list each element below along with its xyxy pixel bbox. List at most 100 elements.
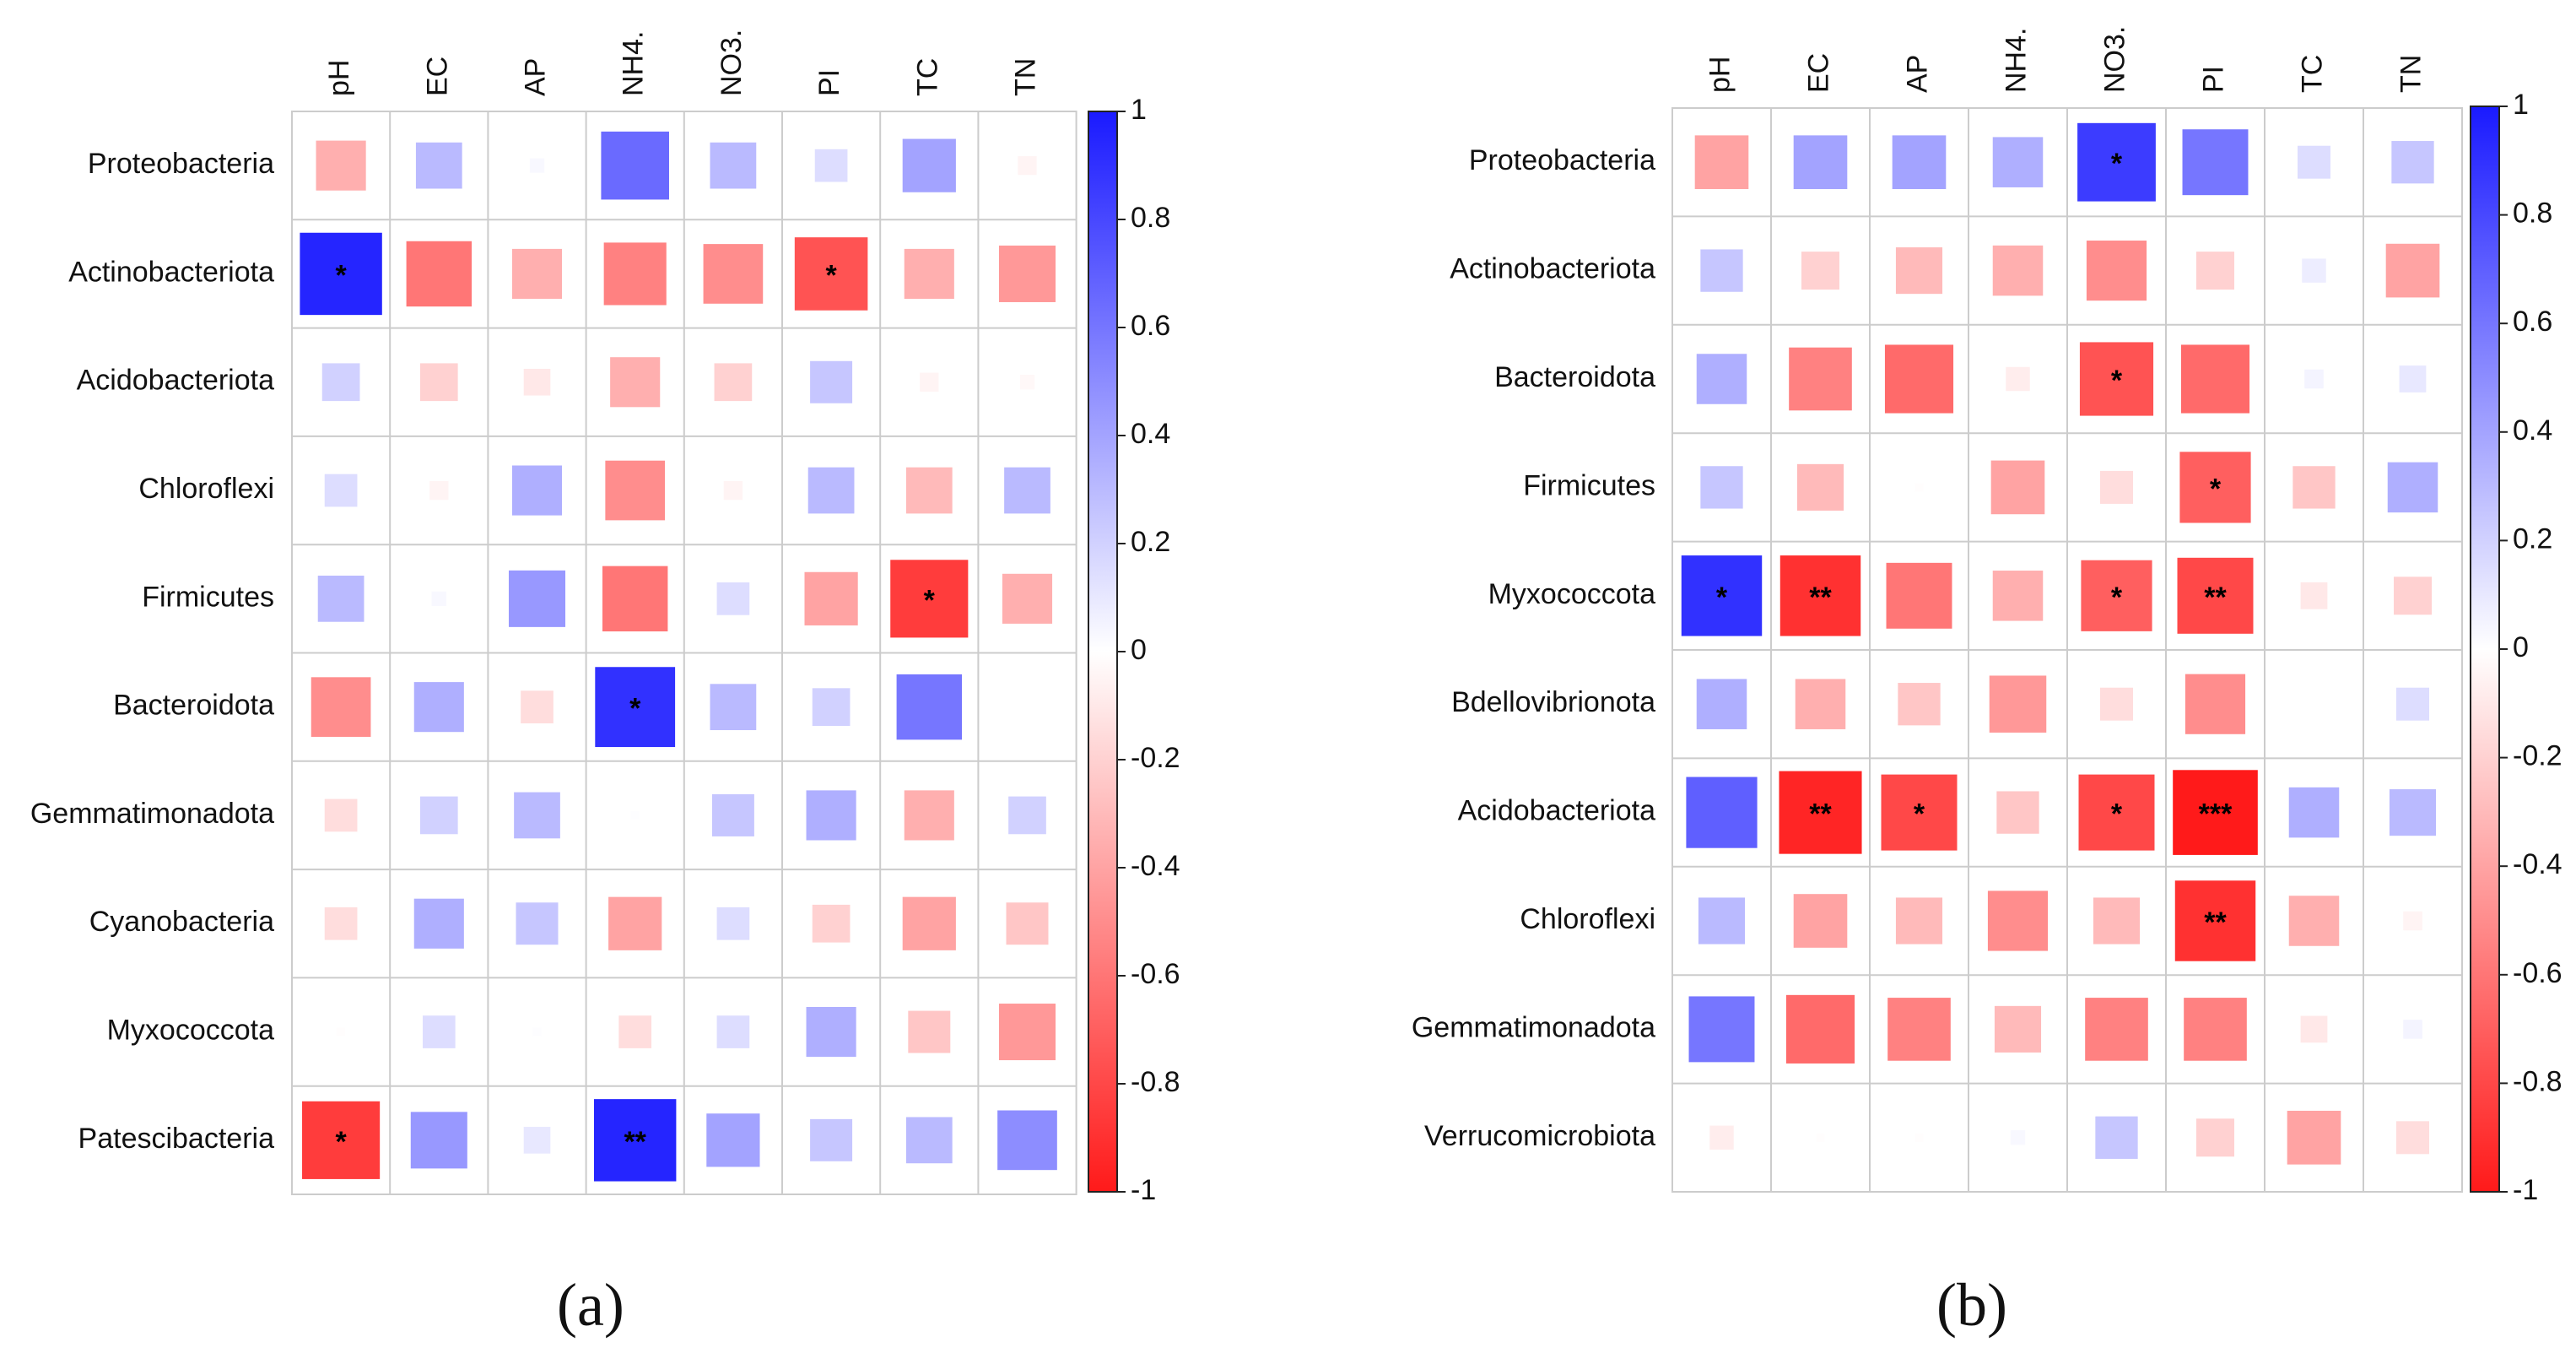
heatmap-cell (2174, 880, 2256, 961)
colorbar-tick-label: -0.2 (2513, 740, 2562, 772)
column-label: TN (1009, 58, 1041, 96)
colorbar-tick-label: -0.8 (1131, 1066, 1180, 1098)
colorbar-tick-label: -0.4 (2513, 848, 2562, 880)
heatmap-cell (794, 237, 868, 311)
row-label: Verrucomicrobiota (1424, 1120, 1655, 1152)
heatmap-cell (1696, 679, 1747, 729)
heatmap-cell (1987, 890, 2049, 951)
row-label: Actinobacteriota (68, 256, 274, 288)
column-label: TC (2296, 55, 2328, 93)
colorbar-tick-label: -0.6 (1131, 958, 1180, 990)
heatmap-cell (1914, 483, 1924, 492)
heatmap-cell (1992, 571, 2044, 621)
heatmap-cell (2403, 911, 2422, 931)
heatmap-cell (2389, 789, 2437, 836)
heatmap-cell (419, 796, 458, 835)
heatmap-cell (300, 232, 382, 316)
significance-mark: * (1716, 582, 1728, 614)
heatmap-cell (1895, 897, 1943, 945)
significance-mark: * (2111, 582, 2123, 614)
heatmap-cell (2399, 365, 2427, 392)
row-label: Myxococcota (107, 1015, 274, 1047)
heatmap-cell (716, 582, 750, 615)
significance-mark: * (2210, 473, 2222, 505)
heatmap-cell (605, 460, 666, 521)
heatmap-cell (896, 674, 963, 740)
row-label: Chloroflexi (1520, 903, 1655, 935)
heatmap-cell (1709, 1125, 1734, 1150)
heatmap-cell (2304, 369, 2324, 389)
heatmap-cell (410, 1112, 467, 1169)
heatmap-cell (2086, 241, 2147, 301)
heatmap-cell (2387, 462, 2438, 513)
heatmap-cell (1008, 796, 1046, 835)
heatmap-cell (1886, 562, 1952, 629)
heatmap-cell (2403, 1020, 2422, 1039)
heatmap-cell (908, 1010, 951, 1053)
colorbar-tick-label: 0.4 (1131, 418, 1170, 450)
heatmap-cell (603, 242, 667, 306)
heatmap-cell (810, 1118, 853, 1161)
row-label: Chloroflexi (138, 473, 274, 505)
heatmap-cell (2095, 1116, 2138, 1159)
heatmap-cell (2078, 774, 2155, 851)
row-label: Gemmatimonadota (1412, 1011, 1655, 1043)
heatmap-cell (806, 790, 856, 841)
heatmap-cell (601, 131, 669, 200)
heatmap-cell (516, 902, 559, 945)
row-label: Myxococcota (1488, 578, 1655, 610)
heatmap-cell (1992, 137, 2044, 187)
heatmap-cell (1898, 683, 1941, 726)
heatmap-cell (2302, 258, 2326, 283)
heatmap-cell (511, 248, 563, 300)
heatmap-cell (2196, 1118, 2234, 1157)
significance-mark: ** (2204, 907, 2227, 939)
colorbar-tick-label: 0.4 (2513, 414, 2552, 447)
heatmap-cell (1994, 1005, 2042, 1053)
heatmap-cell (2396, 1121, 2429, 1155)
heatmap-cell (608, 896, 662, 950)
heatmap-cell (602, 566, 668, 632)
heatmap-cell (905, 467, 953, 514)
column-label: pH (1704, 57, 1736, 93)
heatmap-cell (1779, 771, 1862, 854)
column-label: AP (519, 58, 551, 96)
row-label: Acidobacteriota (1458, 795, 1655, 827)
heatmap-cell (806, 1006, 856, 1058)
heatmap-cell (324, 907, 358, 940)
row-label: Bacteroidota (113, 690, 274, 722)
colorbar-tick-label: 0.6 (1131, 310, 1170, 342)
heatmap-cell (1914, 1133, 1924, 1142)
heatmap-cell (1004, 467, 1050, 514)
heatmap-cell (429, 480, 449, 501)
column-label: TC (911, 58, 943, 96)
column-label: PI (2197, 66, 2229, 93)
heatmap-cell (2180, 344, 2250, 414)
heatmap-cell (316, 140, 366, 191)
heatmap-cell (1018, 155, 1037, 176)
colorbar-tick-label: 0.8 (1131, 202, 1170, 234)
row-label: Firmicutes (142, 581, 274, 613)
significance-mark: ** (2204, 582, 2227, 614)
heatmap-cell (2298, 145, 2330, 179)
heatmap-cell (1989, 675, 2047, 733)
heatmap-cell (610, 357, 661, 408)
heatmap-cell (2177, 557, 2254, 634)
column-label: NH4. (618, 31, 650, 96)
colorbar-tick-label: 0.2 (2513, 522, 2552, 555)
heatmap-cell (2081, 560, 2152, 631)
heatmap-cell (1696, 354, 1747, 404)
heatmap-cell (2288, 896, 2340, 946)
heatmap-cell (2100, 470, 2133, 504)
heatmap-cell (997, 1110, 1057, 1171)
heatmap-cell (324, 798, 358, 832)
significance-mark: * (335, 1126, 347, 1158)
heatmap-cell (593, 1099, 677, 1182)
heatmap-cell (716, 907, 750, 940)
heatmap-cell (904, 248, 954, 300)
heatmap-cell (710, 142, 757, 189)
significance-mark: * (335, 259, 347, 291)
heatmap-cell (2182, 129, 2249, 196)
heatmap-cell (716, 1015, 750, 1048)
